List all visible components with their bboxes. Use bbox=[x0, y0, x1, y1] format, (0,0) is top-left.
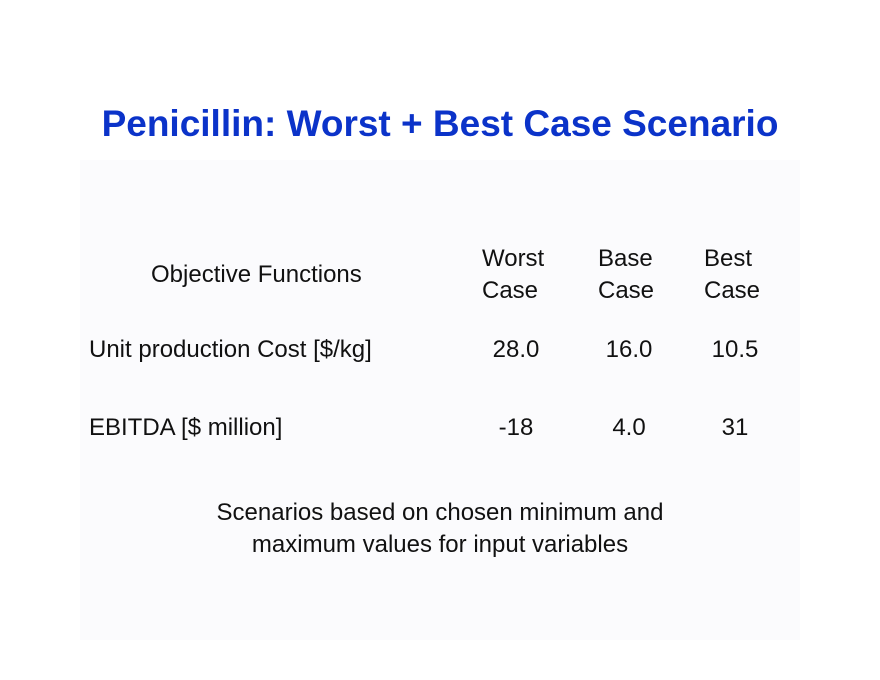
slide-title: Penicillin: Worst + Best Case Scenario bbox=[101, 103, 779, 144]
column-header-worst: Worst Case bbox=[482, 243, 544, 307]
row-label-ebitda: EBITDA [$ million] bbox=[89, 414, 283, 441]
column-header-worst-line2: Case bbox=[482, 277, 539, 304]
column-header-base: Base Case bbox=[598, 243, 654, 307]
scenario-note-line2: maximum values for input variables bbox=[251, 531, 629, 558]
cell-unit-cost-worst: 28.0 bbox=[492, 336, 540, 363]
column-header-worst-line1: Worst bbox=[482, 245, 545, 272]
cell-ebitda-base: 4.0 bbox=[612, 414, 646, 441]
cell-unit-cost-best: 10.5 bbox=[711, 336, 759, 363]
column-header-best-line2: Case bbox=[704, 277, 761, 304]
cell-ebitda-worst: -18 bbox=[498, 414, 534, 441]
cell-unit-cost-base: 16.0 bbox=[605, 336, 653, 363]
column-header-best-line1: Best bbox=[704, 245, 753, 272]
column-header-base-line2: Case bbox=[598, 277, 655, 304]
row-label-unit-production-cost: Unit production Cost [$/kg] bbox=[89, 336, 372, 363]
scenario-note-line1: Scenarios based on chosen minimum and bbox=[216, 499, 664, 526]
column-header-best: Best Case bbox=[704, 243, 760, 307]
objective-functions-header: Objective Functions bbox=[151, 261, 362, 288]
cell-ebitda-best: 31 bbox=[721, 414, 749, 441]
column-header-base-line1: Base bbox=[598, 245, 653, 272]
scenario-note: Scenarios based on chosen minimum and ma… bbox=[0, 497, 880, 561]
content-panel bbox=[80, 160, 800, 640]
